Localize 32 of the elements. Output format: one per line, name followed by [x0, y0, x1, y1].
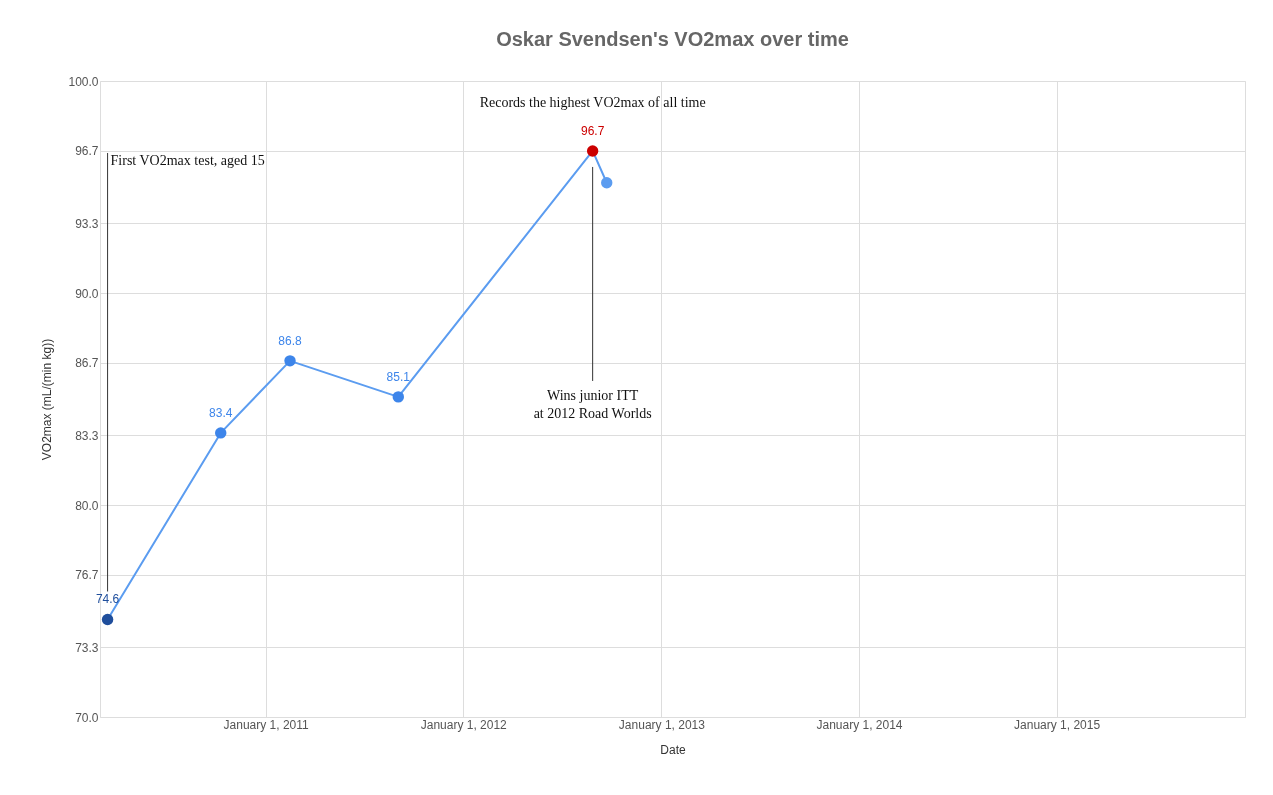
- y-tick-label: 73.3: [75, 640, 99, 655]
- chart-title: Oskar Svendsen's VO2max over time: [496, 28, 849, 50]
- data-label: 85.1: [386, 369, 411, 384]
- data-label: 74.6: [95, 592, 120, 607]
- x-tick-label: January 1, 2011: [223, 717, 310, 732]
- x-tick-label: January 1, 2014: [816, 717, 903, 732]
- x-tick-label: January 1, 2013: [618, 717, 706, 732]
- y-axis-title: VO2max (mL/(min kg)): [40, 338, 55, 461]
- y-tick-label: 96.7: [75, 144, 99, 159]
- y-tick-label: 80.0: [75, 498, 99, 513]
- annotation: Wins junior ITT at 2012 Road Worlds: [533, 387, 652, 421]
- point: [284, 355, 296, 367]
- data-label: 96.7: [580, 123, 605, 138]
- y-tick-label: 83.3: [75, 428, 99, 443]
- point: [601, 177, 613, 189]
- x-axis-title: Date: [660, 742, 686, 757]
- y-tick-label: 90.0: [75, 286, 99, 301]
- y-tick-label: 70.0: [75, 710, 99, 725]
- annotation: First VO2max test, aged 15: [110, 153, 265, 168]
- point: [586, 145, 599, 157]
- y-tick-label: 93.3: [75, 216, 99, 231]
- point: [392, 391, 404, 403]
- point: [101, 613, 114, 626]
- data-label: 86.8: [278, 333, 303, 348]
- y-tick-label: 86.7: [75, 356, 99, 371]
- y-tick-label: 100.0: [68, 74, 99, 89]
- annotation: Records the highest VO2max of all time: [479, 94, 706, 110]
- point: [215, 427, 227, 439]
- data-label: 83.4: [209, 405, 233, 420]
- y-tick-label: 76.7: [75, 568, 99, 583]
- x-tick-label: January 1, 2015: [1014, 717, 1101, 732]
- x-tick-label: January 1, 2012: [420, 717, 508, 732]
